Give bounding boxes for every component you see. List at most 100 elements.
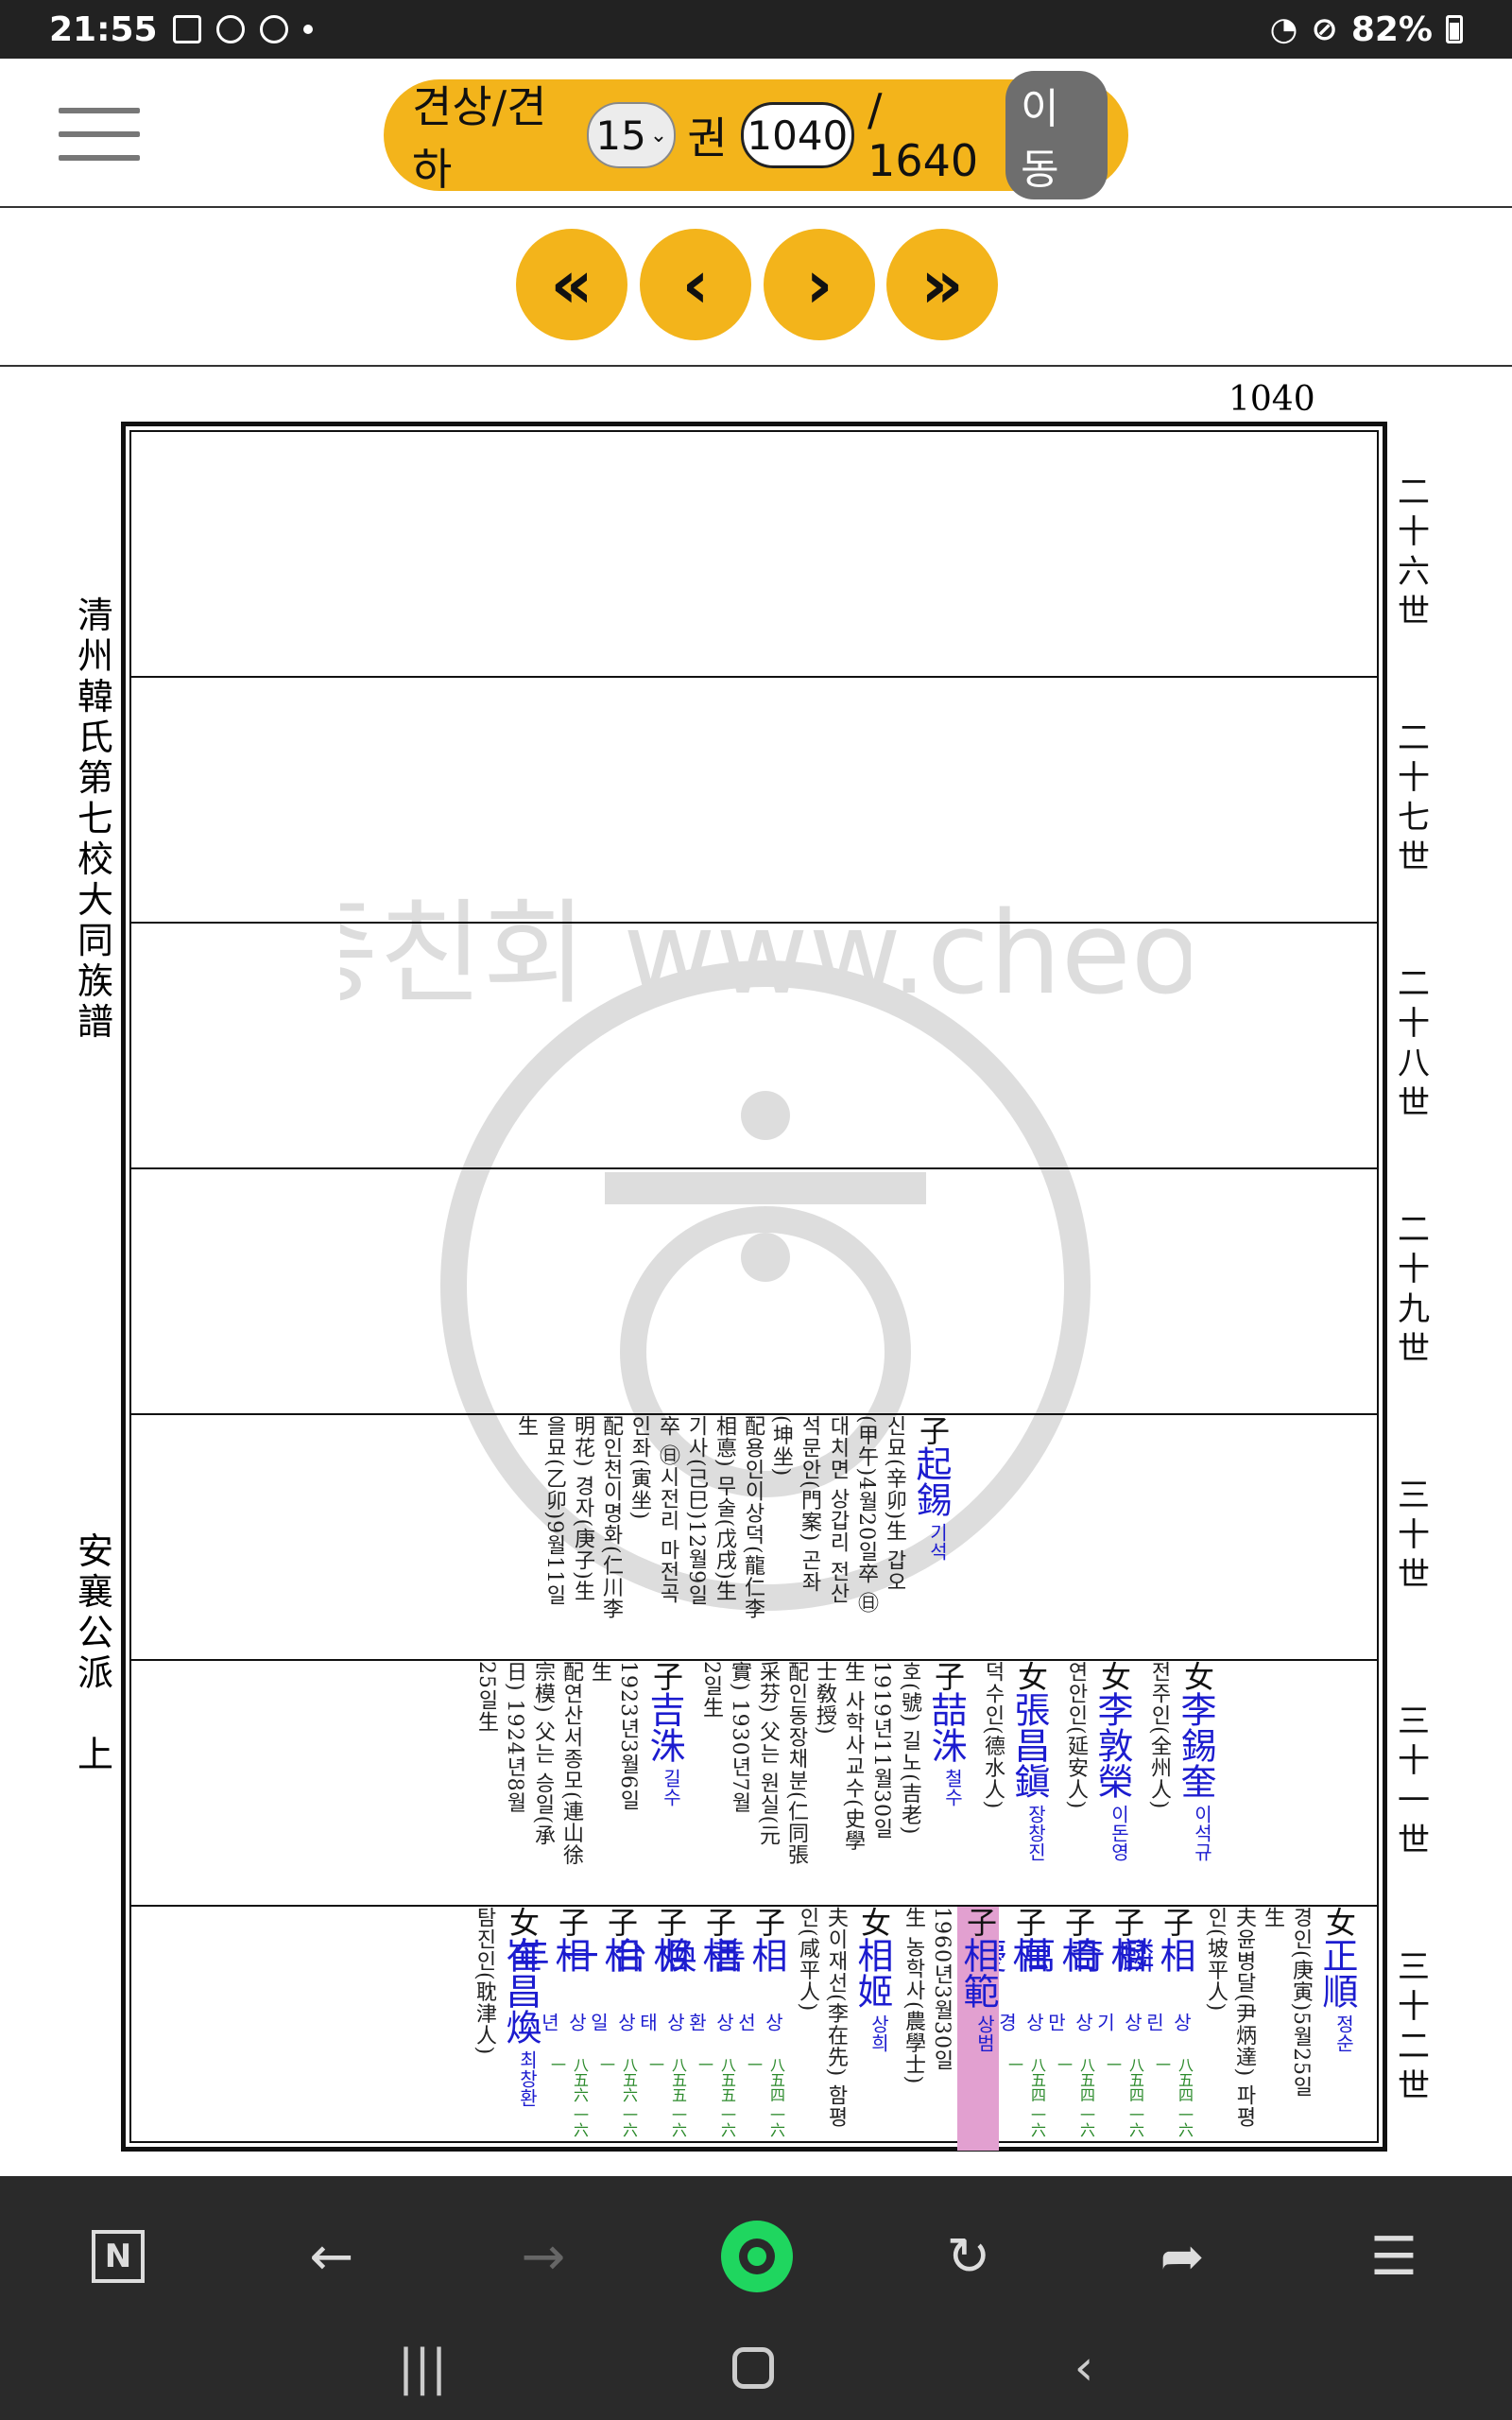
- person-name-korean: 상만: [1044, 2013, 1094, 2032]
- book-title-char: 韓: [77, 676, 113, 717]
- reference-code: 八五六 一六一: [548, 2057, 589, 2138]
- generation-label: 二十八世: [1387, 921, 1440, 1167]
- person-head: 子相奇 상기 八五四 一六一: [1063, 1907, 1146, 2151]
- generation-char: 十: [1398, 1742, 1430, 1780]
- book-title-char: 州: [77, 635, 113, 677]
- generation-char: 世: [1398, 1556, 1430, 1594]
- entry-detail-line: 25일生: [474, 1661, 498, 1733]
- generation-label: 三十二世: [1387, 1904, 1440, 2150]
- reload-button[interactable]: ↻: [926, 2214, 1011, 2299]
- generation-row-31: 女李錫奎 이석규 전주인(全州人) 女李敦榮 이돈영 연안인(延安人) 女張昌鎭 장창진 덕수인…: [131, 1661, 1377, 1907]
- branch-title-char: 公: [77, 1612, 113, 1653]
- person-entry[interactable]: 子相一 상일 八五六 一六一: [557, 1907, 640, 2151]
- person-name: 李敦榮: [1091, 1691, 1133, 1799]
- person-entry[interactable]: 子相萬 상만 八五四 一六一: [1014, 1907, 1097, 2151]
- generation-char: 十: [1398, 1988, 1430, 2026]
- generation-char: 九: [1398, 1290, 1430, 1328]
- person-entry[interactable]: 女李錫奎 이석규 전주인(全州人): [1146, 1661, 1216, 1905]
- reference-code: 八五五 一六一: [696, 2057, 736, 2138]
- person-entry[interactable]: 女崔昌煥 최창환 탐진인(耽津人): [472, 1907, 541, 2151]
- reference-code: 八五四 一六一: [1153, 2057, 1194, 2138]
- branch-title-char: 安: [77, 1530, 113, 1572]
- entry-detail-line: 生 농학사(農學士): [902, 1907, 925, 2085]
- prev-page-button[interactable]: ‹: [640, 229, 751, 340]
- book-title-char: 族: [77, 960, 113, 1002]
- page-input[interactable]: 1040: [740, 102, 855, 168]
- last-page-button[interactable]: »: [886, 229, 998, 340]
- browser-bottom-bar: N ← → ↻ ➦ ☰ ||| ‹: [0, 2176, 1512, 2420]
- book-title-char: 第: [77, 757, 113, 799]
- next-page-button[interactable]: ›: [764, 229, 875, 340]
- generation-char: 十: [1398, 1005, 1430, 1043]
- person-entry[interactable]: 子相慶상경八五四 一六一: [965, 1907, 1048, 2151]
- person-name-korean: 최창환: [516, 2050, 539, 2107]
- generation-char: 一: [1398, 1782, 1430, 1820]
- person-entry[interactable]: 女張昌鎭 장창진 덕수인(德水人): [980, 1661, 1050, 1905]
- person-name-korean: 상기: [1093, 2013, 1143, 2032]
- person-name-korean: 상희: [868, 2014, 890, 2052]
- person-entry[interactable]: 子吉洙 길수 1923년3월6일 生配연산서종모(連山徐 宗模) 父는 승일(承 日) 1…: [473, 1661, 685, 1905]
- pager-bar: « ‹ › »: [0, 208, 1512, 367]
- person-name-korean: 상태: [636, 2013, 686, 2032]
- person-name: 吉洙: [644, 1691, 685, 1763]
- share-button[interactable]: ➦: [1140, 2214, 1225, 2299]
- hamburger-menu-button[interactable]: [59, 108, 140, 163]
- system-home-button[interactable]: [720, 2335, 786, 2401]
- reference-code: 八五四 一六一: [1005, 2057, 1046, 2138]
- home-button[interactable]: [714, 2214, 799, 2299]
- person-entry[interactable]: 子相善 상선 八五四 一六一: [704, 1907, 787, 2151]
- generation-char: 世: [1398, 838, 1430, 876]
- browser-menu-button[interactable]: ☰: [1351, 2214, 1436, 2299]
- entry-detail-line: 宗模) 父는 승일(承: [531, 1661, 555, 1847]
- go-button[interactable]: 이동: [1005, 71, 1108, 199]
- back-button[interactable]: ←: [289, 2214, 374, 2299]
- entry-detail-line: 明花) 경자(庚子)生: [571, 1415, 594, 1602]
- person-name-korean: 이석규: [1191, 1805, 1213, 1861]
- book-title-char: 氏: [77, 717, 113, 758]
- entry-detail-line: 生: [1261, 1907, 1284, 1928]
- generation-char: 世: [1398, 1084, 1430, 1122]
- person-entry[interactable]: 子相年 상년 八五六 一六一: [507, 1907, 591, 2151]
- person-entry[interactable]: 子相範 상범 1960년3월30일 生 농학사(農學士): [901, 1907, 999, 2151]
- person-entry[interactable]: 女李敦榮 이돈영 연안인(延安人): [1063, 1661, 1133, 1905]
- entry-detail-line: 인(咸平人): [796, 1907, 819, 2013]
- person-entry[interactable]: 子相台 상태 八五五 一六一: [606, 1907, 689, 2151]
- battery-icon: [1446, 15, 1463, 43]
- person-entry[interactable]: 女正順 정순 경인(庚寅)5월25일 生夫윤병달(尹炳達) 파평 인(坡平人): [1203, 1907, 1358, 2151]
- person-name-korean: 이돈영: [1108, 1805, 1130, 1861]
- page-number: 1040: [1228, 380, 1315, 419]
- relation-label: 女: [1096, 1661, 1132, 1691]
- person-entry[interactable]: 子相麟 상린 八五四 一六一: [1112, 1907, 1195, 2151]
- person-entry[interactable]: 子相煥 상환 八五五 一六一: [655, 1907, 738, 2151]
- recent-apps-button[interactable]: |||: [389, 2335, 455, 2401]
- entry-detail-line: 卒 ㊐시전리 마전곡: [656, 1415, 679, 1604]
- volume-select[interactable]: 15 ⌄: [587, 102, 677, 168]
- forward-button[interactable]: →: [501, 2214, 586, 2299]
- menu-line-icon: [59, 108, 140, 113]
- generation-label: 三十一世: [1387, 1658, 1440, 1904]
- entry-detail-line: 1960년3월30일: [930, 1907, 954, 2071]
- notification-dot-icon: [302, 25, 313, 34]
- person-entry[interactable]: 女相姬 상희 夫이재선(李在先) 함평 인(咸平人): [795, 1907, 893, 2151]
- generation-char: 世: [1398, 2067, 1430, 2105]
- person-name: 相一: [557, 1937, 640, 1973]
- person-entry[interactable]: 子起錫 기석 신묘(辛卯)生 갑오 (甲午)4월20일卒 ㊐ 대치면 상갑리 전산 석문안…: [513, 1415, 952, 1659]
- person-name: 相奇: [1063, 1937, 1146, 1973]
- genealogy-table: 子起錫 기석 신묘(辛卯)生 갑오 (甲午)4월20일卒 ㊐ 대치면 상갑리 전산 석문안…: [121, 422, 1387, 2152]
- entry-detail-line: 호(號) 길노(吉老): [898, 1661, 921, 1836]
- person-name: 相姬: [851, 1937, 893, 2009]
- person-entry[interactable]: 子喆洙 철수 호(號) 길노(吉老) 1919년11월30일 生 사학사교수(史學 士敎授…: [698, 1661, 967, 1905]
- person-head: 子相萬 상만 八五四 一六一: [1014, 1907, 1097, 2151]
- person-name: 相範: [957, 1937, 999, 2009]
- n-logo-button[interactable]: N: [76, 2214, 161, 2299]
- genealogy-page[interactable]: 1040 청주한씨중앙종친회 www.cheongjuhan.net 清州韓氏第…: [0, 369, 1512, 2176]
- home-circle-icon: [721, 2221, 793, 2292]
- first-page-button[interactable]: «: [516, 229, 627, 340]
- branch-title-char: 襄: [77, 1571, 113, 1613]
- person-head: 子相慶상경八五四 一六一: [965, 1907, 1048, 2151]
- recent-apps-icon: |||: [397, 2340, 448, 2396]
- system-back-button[interactable]: ‹: [1051, 2335, 1117, 2401]
- person-entry[interactable]: 子相奇 상기 八五四 一六一: [1063, 1907, 1146, 2151]
- generation-char: 十: [1398, 1251, 1430, 1288]
- relation-label: 子: [603, 1907, 639, 1937]
